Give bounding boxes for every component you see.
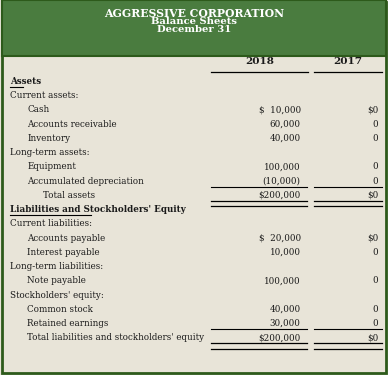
Text: Common stock: Common stock (27, 305, 93, 314)
Text: $0: $0 (367, 333, 378, 342)
Text: 0: 0 (373, 305, 378, 314)
Text: 100,000: 100,000 (264, 276, 301, 285)
Text: 0: 0 (373, 276, 378, 285)
Text: Interest payable: Interest payable (27, 248, 100, 257)
Text: Current liabilities:: Current liabilities: (10, 219, 92, 228)
Text: Assets: Assets (10, 77, 41, 86)
Text: Long-term liabilities:: Long-term liabilities: (10, 262, 103, 271)
Text: Accounts receivable: Accounts receivable (27, 120, 117, 129)
Text: Inventory: Inventory (27, 134, 70, 143)
Text: 0: 0 (373, 177, 378, 186)
Text: 0: 0 (373, 248, 378, 257)
Text: AGGRESSIVE CORPORATION: AGGRESSIVE CORPORATION (104, 8, 284, 19)
Text: Note payable: Note payable (27, 276, 86, 285)
Text: Long-term assets:: Long-term assets: (10, 148, 89, 157)
Text: 0: 0 (373, 319, 378, 328)
Text: 30,000: 30,000 (270, 319, 301, 328)
Text: 10,000: 10,000 (270, 248, 301, 257)
Text: $200,000: $200,000 (258, 191, 301, 200)
Text: Stockholders' equity:: Stockholders' equity: (10, 291, 104, 300)
Text: $  20,000: $ 20,000 (258, 234, 301, 243)
Text: (10,000): (10,000) (263, 177, 301, 186)
Text: $200,000: $200,000 (258, 333, 301, 342)
Text: Equipment: Equipment (27, 162, 76, 171)
Text: 2018: 2018 (246, 57, 274, 66)
Text: Accumulated depreciation: Accumulated depreciation (27, 177, 144, 186)
Text: 2017: 2017 (333, 57, 362, 66)
Text: 0: 0 (373, 120, 378, 129)
Text: 0: 0 (373, 162, 378, 171)
Text: $  10,000: $ 10,000 (258, 105, 301, 114)
Text: 100,000: 100,000 (264, 162, 301, 171)
Text: Total liabilities and stockholders' equity: Total liabilities and stockholders' equi… (27, 333, 204, 342)
Text: Cash: Cash (27, 105, 49, 114)
Text: 40,000: 40,000 (270, 134, 301, 143)
Text: 60,000: 60,000 (270, 120, 301, 129)
Text: 40,000: 40,000 (270, 305, 301, 314)
Text: $0: $0 (367, 105, 378, 114)
Text: $0: $0 (367, 191, 378, 200)
Text: Retained earnings: Retained earnings (27, 319, 109, 328)
Text: 0: 0 (373, 134, 378, 143)
Text: Current assets:: Current assets: (10, 91, 78, 100)
Text: Balance Sheets: Balance Sheets (151, 17, 237, 26)
Text: Accounts payable: Accounts payable (27, 234, 106, 243)
Text: Total assets: Total assets (43, 191, 95, 200)
Text: $0: $0 (367, 234, 378, 243)
Text: December 31: December 31 (157, 26, 231, 34)
Text: Liabilities and Stockholders' Equity: Liabilities and Stockholders' Equity (10, 205, 185, 214)
FancyBboxPatch shape (2, 0, 386, 56)
